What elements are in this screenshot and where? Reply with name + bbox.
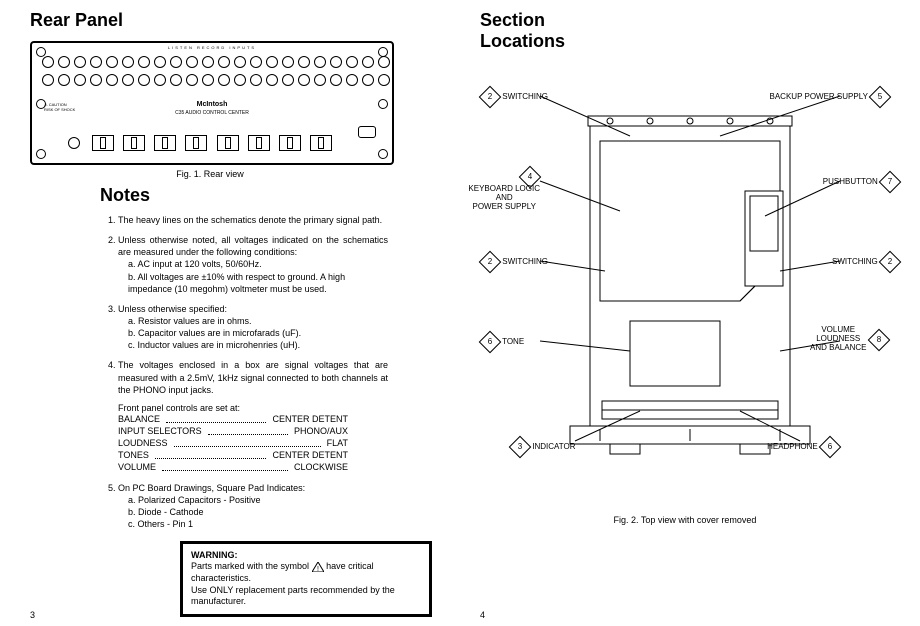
callout-text: HEADPHONE — [767, 442, 818, 451]
setting-label: BALANCE — [118, 414, 160, 426]
screw-icon — [378, 47, 388, 57]
setting-label: INPUT SELECTORS — [118, 426, 202, 438]
note-text: Unless otherwise noted, all voltages ind… — [118, 235, 388, 257]
caution-label: ⚠ CAUTIONRISK OF SHOCK — [44, 103, 94, 113]
notes-list: The heavy lines on the schematics denote… — [100, 214, 388, 531]
setting-label: LOUDNESS — [118, 438, 168, 450]
left-column: Rear Panel www m LISTEN RECORD INPUTS — [0, 0, 460, 626]
note-text: On PC Board Drawings, Square Pad Indicat… — [118, 483, 305, 493]
note-sub: a. AC input at 120 volts, 50/60Hz. — [118, 258, 388, 270]
note-sub: b. Diode - Cathode — [118, 506, 388, 518]
callout-headphone: HEADPHONE 6 — [767, 439, 840, 455]
warning-text: Parts marked with the symbol — [191, 561, 309, 571]
settings-table: BALANCE CENTER DETENT INPUT SELECTORS PHON… — [118, 414, 388, 474]
screw-icon — [36, 149, 46, 159]
serial-port-icon — [358, 126, 376, 138]
note-sub: a. Polarized Capacitors - Positive — [118, 494, 388, 506]
diamond-icon: 2 — [479, 251, 502, 274]
callout-volume: VOLUMELOUDNESSAND BALANCE 8 — [810, 326, 900, 352]
setting-label: VOLUME — [118, 462, 156, 474]
page-number-left: 3 — [30, 610, 35, 620]
note-text: The heavy lines on the schematics denote… — [118, 215, 382, 225]
callout-switching-top: 2 SWITCHING — [480, 89, 548, 105]
right-column: SectionLocations — [460, 0, 920, 626]
diamond-icon: 6 — [479, 331, 502, 354]
callout-text: INDICATOR — [532, 442, 575, 451]
diamond-icon: 5 — [869, 86, 892, 109]
callout-text: KEYBOARD LOGICANDPOWER SUPPLY — [468, 185, 540, 211]
setting-value: PHONO/AUX — [294, 426, 348, 438]
rear-label-strip: LISTEN RECORD INPUTS — [32, 43, 392, 50]
callout-text: SWITCHING — [832, 257, 878, 266]
brand-name: McIntosh — [197, 101, 228, 108]
callout-text: BACKUP POWER SUPPLY — [770, 92, 868, 101]
screw-icon — [378, 149, 388, 159]
callout-text: SWITCHING — [502, 92, 548, 101]
rear-panel-title: Rear Panel — [30, 10, 430, 31]
callout-keyboard: 4 KEYBOARD LOGICANDPOWER SUPPLY — [460, 169, 540, 211]
setting-value: FLAT — [327, 438, 348, 450]
callout-switching-right: SWITCHING 2 — [832, 254, 900, 270]
diamond-icon: 2 — [879, 251, 902, 274]
callout-pushbutton: PUSHBUTTON 7 — [823, 174, 900, 190]
jack-row — [32, 68, 392, 86]
callout-text: VOLUMELOUDNESSAND BALANCE — [810, 326, 866, 352]
callout-text: TONE — [502, 337, 524, 346]
page-number-right: 4 — [480, 610, 485, 620]
diamond-icon: 7 — [879, 171, 902, 194]
note-item: The voltages enclosed in a box are signa… — [118, 359, 388, 474]
setting-value: CENTER DETENT — [272, 414, 348, 426]
callout-backup: BACKUP POWER SUPPLY 5 — [770, 89, 891, 105]
setting-value: CENTER DETENT — [272, 450, 348, 462]
screw-icon — [36, 47, 46, 57]
title-text: SectionLocations — [480, 10, 565, 51]
diamond-icon: 8 — [867, 328, 890, 351]
page: Rear Panel www m LISTEN RECORD INPUTS — [0, 0, 920, 626]
setting-value: CLOCKWISE — [294, 462, 348, 474]
warning-box: WARNING: Parts marked with the symbol ! … — [180, 541, 432, 617]
note-text: The voltages enclosed in a box are signa… — [118, 360, 388, 394]
warning-triangle-icon: ! — [312, 562, 324, 572]
brand-label: McIntosh C35 AUDIO CONTROL CENTER — [175, 101, 249, 116]
fig2-caption: Fig. 2. Top view with cover removed — [480, 515, 890, 525]
note-item: On PC Board Drawings, Square Pad Indicat… — [118, 482, 388, 531]
brand-sub: C35 AUDIO CONTROL CENTER — [175, 110, 249, 116]
note-sub: b. Capacitor values are in microfarads (… — [118, 327, 388, 339]
note-sub: c. Inductor values are in microhenries (… — [118, 339, 388, 351]
warning-title: WARNING: — [191, 550, 238, 560]
notes-section: Notes The heavy lines on the schematics … — [30, 185, 430, 617]
note-sub: c. Others - Pin 1 — [118, 518, 388, 530]
setting-label: TONES — [118, 450, 149, 462]
note-sub: b. All voltages are ±10% with respect to… — [118, 271, 388, 295]
diamond-icon: 2 — [479, 86, 502, 109]
note-sub: a. Resistor values are in ohms. — [118, 315, 388, 327]
note-sub: Front panel controls are set at: — [118, 402, 388, 414]
screw-icon — [378, 99, 388, 109]
warning-text: Use ONLY replacement parts recommended b… — [191, 585, 395, 607]
power-hole-icon — [68, 137, 80, 149]
callout-switching-left: 2 SWITCHING — [480, 254, 548, 270]
callout-text: PUSHBUTTON — [823, 177, 878, 186]
note-text: Unless otherwise specified: — [118, 304, 227, 314]
diamond-icon: 3 — [509, 436, 532, 459]
callout-tone: 6 TONE — [480, 334, 524, 350]
notes-title: Notes — [100, 185, 430, 206]
svg-text:!: ! — [317, 566, 319, 572]
note-item: Unless otherwise specified: a. Resistor … — [118, 303, 388, 352]
switch-row — [92, 135, 332, 151]
fig1-caption: Fig. 1. Rear view — [30, 169, 390, 179]
note-item: The heavy lines on the schematics denote… — [118, 214, 388, 226]
callout-text: SWITCHING — [502, 257, 548, 266]
callout-indicator: 3 INDICATOR — [510, 439, 576, 455]
jack-row — [32, 50, 392, 68]
section-locations-title: SectionLocations — [480, 10, 900, 51]
diamond-icon: 6 — [819, 436, 842, 459]
section-diagram: 2 SWITCHING 4 KEYBOARD LOGICANDPOWER SUP… — [480, 61, 890, 511]
note-item: Unless otherwise noted, all voltages ind… — [118, 234, 388, 295]
rear-panel-figure: LISTEN RECORD INPUTS McIntosh C35 AUDIO — [30, 41, 394, 165]
